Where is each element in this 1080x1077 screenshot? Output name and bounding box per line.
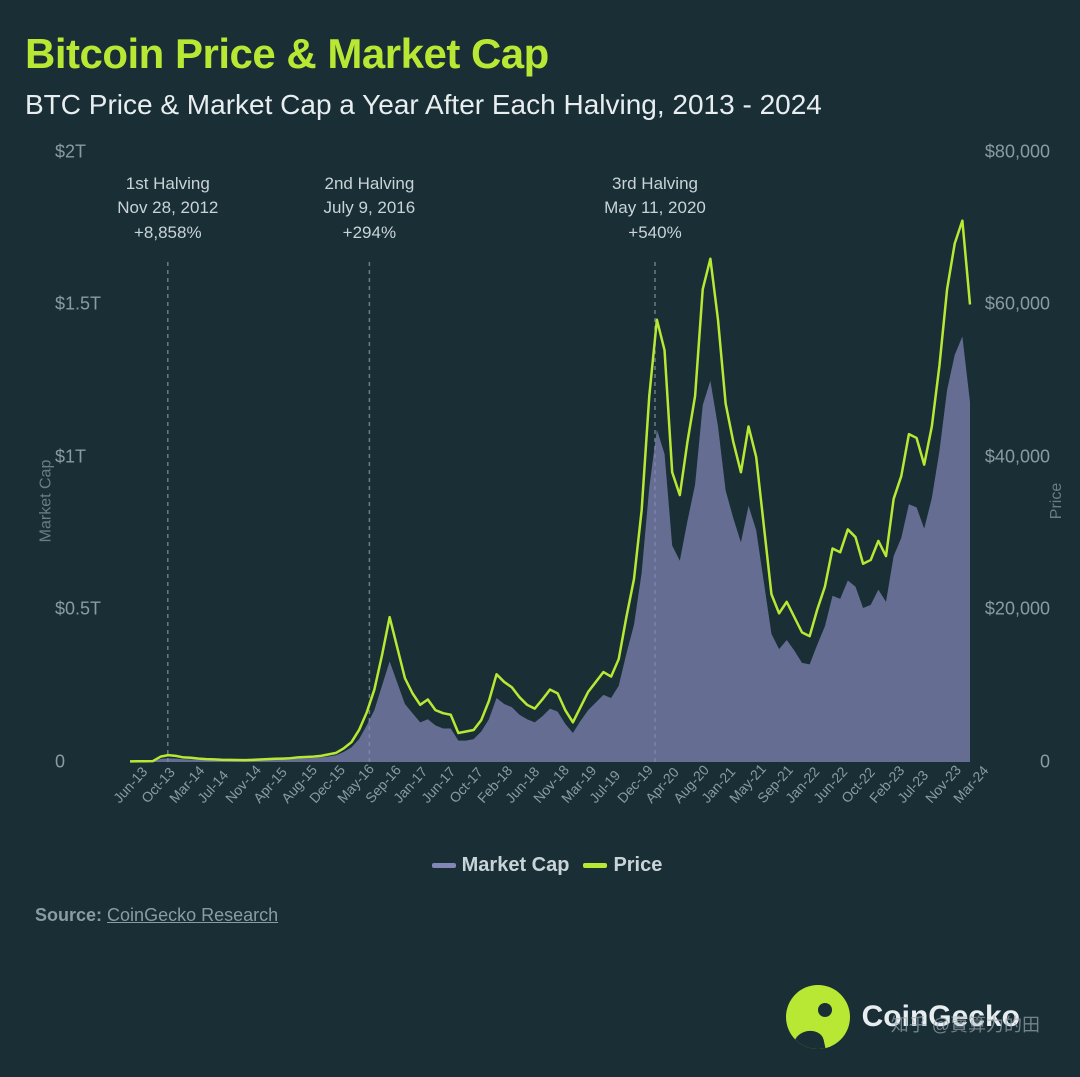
marketcap-area (130, 336, 970, 761)
legend-swatch (583, 863, 607, 868)
y-left-tick: $1.5T (55, 294, 101, 315)
chart-title: Bitcoin Price & Market Cap (25, 30, 1055, 78)
gecko-icon (786, 985, 850, 1049)
legend-label: Price (613, 854, 662, 876)
source-prefix: Source: (35, 905, 102, 925)
x-axis-ticks: Jun-13Oct-13Mar-14Jul-14Nov-14Apr-15Aug-… (130, 767, 970, 842)
source-link[interactable]: CoinGecko Research (107, 905, 278, 925)
y-right-tick: $40,000 (985, 446, 1050, 467)
chart-legend: Market Cap Price (25, 854, 1055, 877)
source-attribution: Source: CoinGecko Research (25, 905, 1055, 926)
y-left-tick: $2T (55, 141, 86, 162)
y-right-tick: $20,000 (985, 599, 1050, 620)
legend-swatch (432, 863, 456, 868)
y-left-tick: $0.5T (55, 599, 101, 620)
chart-area: Market Cap Price 0$0.5T$1T$1.5T$2T 0$20,… (25, 142, 1055, 842)
chart-svg (25, 142, 1055, 842)
legend-label: Market Cap (462, 854, 570, 876)
y-axis-left-label: Market Cap (37, 459, 55, 542)
y-left-tick: $1T (55, 446, 86, 467)
halving-annotation: 2nd HalvingJuly 9, 2016+294% (324, 172, 416, 246)
watermark: 知乎 @賣算力的田 (891, 1011, 1040, 1037)
halving-annotation: 1st HalvingNov 28, 2012+8,858% (117, 172, 218, 246)
y-axis-right-label: Price (1048, 483, 1066, 519)
chart-subtitle: BTC Price & Market Cap a Year After Each… (25, 86, 1055, 124)
y-right-tick: $80,000 (985, 141, 1050, 162)
y-right-tick: 0 (1040, 751, 1050, 772)
y-left-tick: 0 (55, 751, 65, 772)
halving-annotation: 3rd HalvingMay 11, 2020+540% (604, 172, 706, 246)
y-right-tick: $60,000 (985, 294, 1050, 315)
